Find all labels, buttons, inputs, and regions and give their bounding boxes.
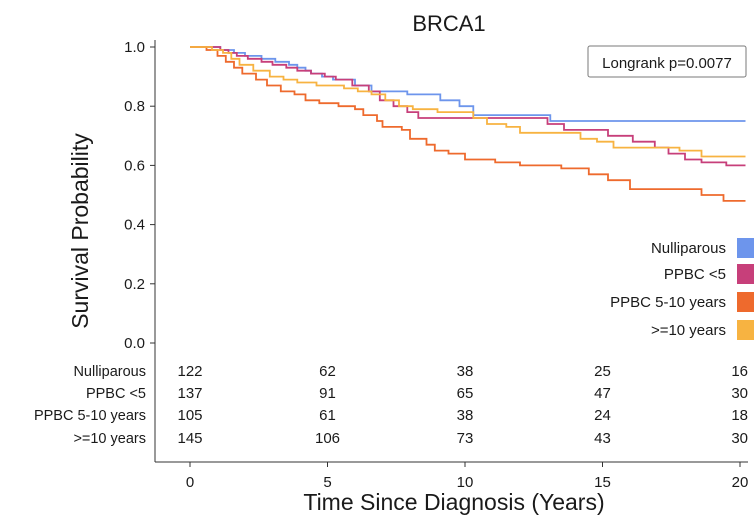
risk-count: 62 bbox=[319, 363, 336, 380]
legend-label: PPBC 5-10 years bbox=[610, 294, 726, 311]
legend-swatch bbox=[737, 320, 754, 340]
y-axis-label: Survival Probability bbox=[67, 133, 93, 329]
y-tick-label: 0.0 bbox=[124, 335, 145, 352]
risk-table: Nulliparous 122 62 38 25 16 PPBC <5 137 91 65 47 30… bbox=[34, 363, 748, 447]
x-axis-label: Time Since Diagnosis (Years) bbox=[303, 489, 604, 515]
risk-row-label: PPBC <5 bbox=[86, 386, 146, 402]
y-tick-label: 0.4 bbox=[124, 217, 145, 234]
x-tick-label: 0 bbox=[186, 474, 194, 491]
risk-count: 137 bbox=[177, 385, 202, 402]
y-tick-label: 0.8 bbox=[124, 98, 145, 115]
y-tick-label: 0.6 bbox=[124, 157, 145, 174]
legend-label: PPBC <5 bbox=[664, 266, 726, 283]
risk-count: 16 bbox=[731, 363, 748, 380]
risk-row-label: PPBC 5-10 years bbox=[34, 408, 146, 424]
legend-swatch bbox=[737, 292, 754, 312]
legend-label: >=10 years bbox=[651, 322, 726, 339]
risk-count: 61 bbox=[319, 407, 336, 424]
x-tick-label: 20 bbox=[732, 474, 749, 491]
survival-curve-3 bbox=[190, 46, 746, 202]
risk-count: 30 bbox=[731, 430, 748, 447]
legend: Nulliparous PPBC <5 PPBC 5-10 years >=10 ye… bbox=[610, 238, 754, 340]
x-axis-ticks: 0 5 10 15 20 bbox=[186, 462, 749, 491]
risk-count: 25 bbox=[594, 363, 611, 380]
x-tick-label: 10 bbox=[457, 474, 474, 491]
risk-count: 18 bbox=[731, 407, 748, 424]
risk-count: 38 bbox=[457, 407, 474, 424]
risk-count: 43 bbox=[594, 430, 611, 447]
pvalue-annotation: Longrank p=0.0077 bbox=[602, 55, 732, 72]
risk-row-label: >=10 years bbox=[73, 431, 146, 447]
risk-count: 91 bbox=[319, 385, 336, 402]
risk-count: 65 bbox=[457, 385, 474, 402]
chart-title: BRCA1 bbox=[412, 11, 485, 36]
risk-count: 24 bbox=[594, 407, 611, 424]
risk-count: 47 bbox=[594, 385, 611, 402]
risk-count: 122 bbox=[177, 363, 202, 380]
risk-count: 105 bbox=[177, 407, 202, 424]
x-tick-label: 15 bbox=[594, 474, 611, 491]
risk-count: 30 bbox=[731, 385, 748, 402]
axes bbox=[154, 40, 748, 463]
risk-count: 73 bbox=[457, 430, 474, 447]
y-tick-label: 0.2 bbox=[124, 276, 145, 293]
risk-count: 106 bbox=[315, 430, 340, 447]
x-tick-label: 5 bbox=[323, 474, 331, 491]
risk-row-label: Nulliparous bbox=[73, 364, 146, 380]
legend-label: Nulliparous bbox=[651, 240, 726, 257]
y-axis-ticks: 0.0 0.2 0.4 0.6 0.8 1.0 bbox=[124, 39, 155, 352]
survival-curves bbox=[190, 46, 746, 202]
survival-curve-4 bbox=[190, 46, 746, 158]
risk-count: 145 bbox=[177, 430, 202, 447]
legend-swatch bbox=[737, 238, 754, 258]
legend-swatch bbox=[737, 264, 754, 284]
y-tick-label: 1.0 bbox=[124, 39, 145, 56]
pvalue-box: Longrank p=0.0077 bbox=[587, 45, 747, 78]
pvalue-box-frame bbox=[587, 45, 747, 78]
risk-count: 38 bbox=[457, 363, 474, 380]
